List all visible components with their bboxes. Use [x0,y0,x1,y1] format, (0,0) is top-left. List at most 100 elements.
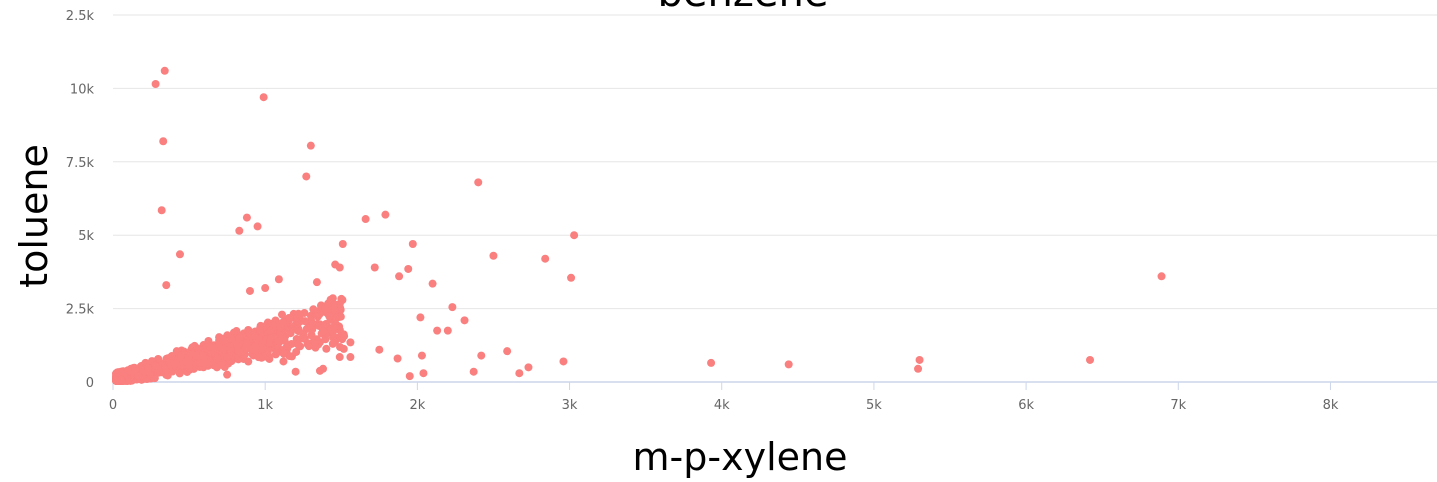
data-point [151,79,160,88]
data-point [489,251,498,260]
data-point [408,240,417,249]
data-point [163,371,172,380]
data-point [503,347,512,356]
data-point [123,366,132,375]
data-points [112,66,1166,385]
data-point [404,264,413,273]
data-point [336,343,345,352]
data-point [151,361,160,370]
data-point [469,367,478,376]
data-point [243,339,252,348]
y-tick-labels: 0 2.5k 5k 7.5k 10k 2.5k [66,9,95,391]
data-point [116,375,125,384]
data-point [144,365,153,374]
data-point [254,353,263,362]
data-point [361,215,370,224]
data-point [278,310,287,319]
data-point [381,210,390,219]
y-tick-label: 2.5k [66,303,95,318]
data-point [433,326,442,335]
data-point [223,353,232,362]
data-point [302,172,311,181]
data-point [335,353,344,362]
data-point [191,351,200,360]
data-point [1157,272,1166,281]
data-point [259,93,268,102]
data-point [312,278,321,287]
data-point [338,240,347,249]
data-point [307,316,316,325]
data-point [428,279,437,288]
data-point [162,281,171,290]
data-point [242,213,251,222]
data-point [274,337,283,346]
data-point [198,351,207,360]
y-tick-label: 5k [78,229,94,244]
data-point [267,333,276,342]
data-point [346,338,355,347]
x-tick-label: 4k [714,398,730,413]
data-point [340,332,349,341]
data-point [235,334,244,343]
x-tick-label: 7k [1170,398,1186,413]
data-point [914,364,923,373]
data-point [707,358,716,367]
x-tick-label: 8k [1323,398,1339,413]
data-point [253,222,262,231]
data-point [171,359,180,368]
data-point [321,335,330,344]
data-point [217,360,226,369]
data-point [417,351,426,360]
data-point [250,331,259,340]
data-point [256,326,265,335]
data-point [370,263,379,272]
data-point [306,141,315,150]
data-point [270,321,279,330]
data-point [134,371,143,380]
data-point [541,254,550,263]
data-point [307,331,316,340]
data-point [322,344,331,353]
data-point [251,341,260,350]
data-point [284,342,293,351]
data-point [309,305,318,314]
data-point [205,342,214,351]
data-point [219,336,228,345]
data-point [165,358,174,367]
x-tick-label: 6k [1018,398,1034,413]
x-tick-labels: 0 1k 2k 3k 4k 5k 6k 7k 8k [109,382,1339,413]
data-point [261,322,270,331]
data-point [279,357,288,366]
data-point [288,323,297,332]
data-point [159,137,168,146]
x-tick-label: 2k [409,398,425,413]
data-point [292,347,301,356]
grid-lines [113,14,1437,310]
data-point [570,231,579,240]
data-point [160,66,169,75]
data-point [784,360,793,369]
x-tick-label: 5k [866,398,882,413]
data-point [330,322,339,331]
data-point [320,320,329,329]
y-tick-label: 10k [70,82,95,97]
data-point [235,348,244,357]
data-point [295,311,304,320]
data-point [175,250,184,259]
data-point [223,370,232,379]
data-point [213,355,222,364]
data-point [315,366,324,375]
y-tick-label: 2.5k [66,9,95,24]
data-point [276,323,285,332]
data-point [177,351,186,360]
data-point [235,226,244,235]
data-point [279,349,288,358]
data-point [325,312,334,321]
data-point [157,206,166,215]
data-point [477,351,486,360]
data-point [330,306,339,315]
data-point [311,339,320,348]
y-tick-label: 0 [86,376,94,391]
data-point [195,359,204,368]
